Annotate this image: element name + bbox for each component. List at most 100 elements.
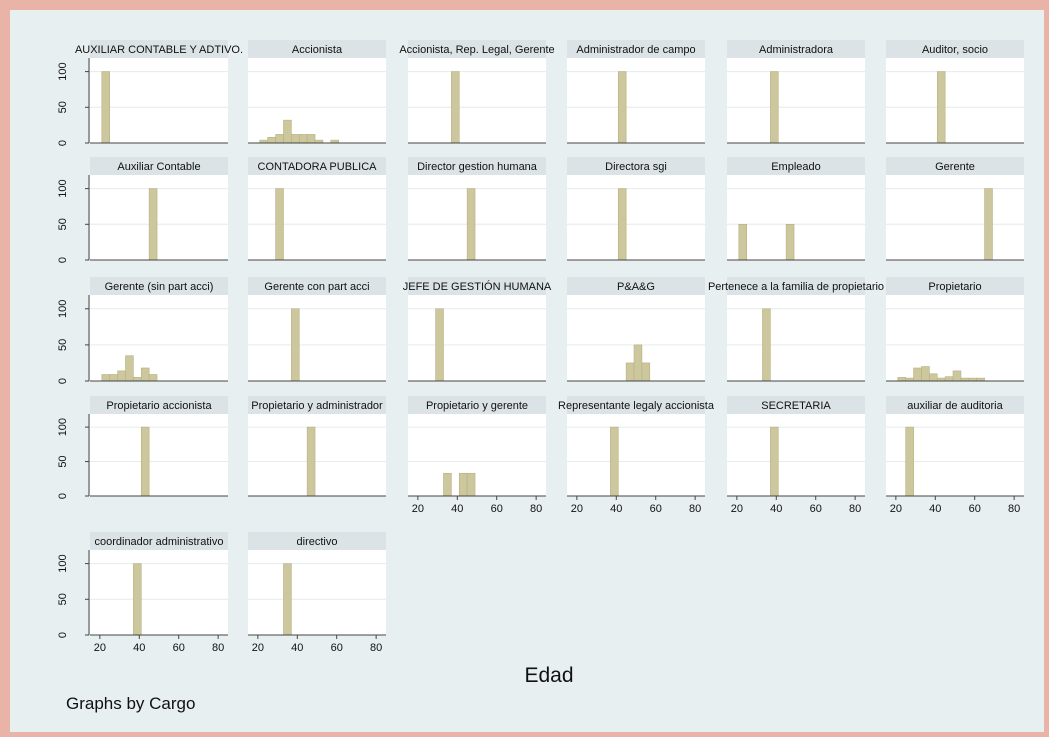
panel-11: Empleado [727,157,865,261]
panel-title: CONTADORA PUBLICA [258,161,378,173]
histogram-bar [133,377,142,382]
x-tick-label: 80 [370,642,382,654]
histogram-bar [101,374,111,382]
histogram-bar [633,344,643,382]
x-tick-label: 60 [810,503,822,515]
panel-plot-area [886,58,1024,143]
histogram-bar [738,224,748,261]
y-tick-label: 100 [57,300,69,318]
panel-title: Gerente (sin part acci) [105,281,214,293]
panel-13: Gerente (sin part acci) 0 50 100 [57,277,228,384]
histogram-bar [283,563,292,636]
panel-plot-area [408,175,546,260]
histogram-bar [148,374,158,382]
panel-title: Accionista [292,44,343,56]
panel-title: Propietario accionista [106,400,212,412]
histogram-bar [466,472,476,497]
x-tick-label: 60 [969,503,981,515]
x-tick-label: 20 [731,503,743,515]
x-tick-label: 60 [331,642,343,654]
histogram-bar [625,362,635,382]
panel-3: Accionista, Rep. Legal, Gerente [399,40,555,144]
histogram-bar [762,308,771,382]
panel-strip [408,40,546,58]
panel-strip [727,396,865,414]
panel-strip [90,157,228,175]
x-tick-label: 40 [929,503,941,515]
panel-21: Propietario y gerente 20 40 60 80 [408,396,546,515]
histogram-bar [140,426,150,497]
x-axis-title: Edad [524,664,573,687]
x-tick-label: 80 [1008,503,1020,515]
panel-plot-area [248,295,386,381]
panel-strip [90,277,228,295]
y-tick-label: 50 [57,101,69,113]
histogram-bar [897,377,907,382]
panel-26: directivo 20 40 60 80 [248,532,386,654]
histogram-bar [936,71,946,144]
panel-title: Empleado [771,161,821,173]
histogram-bar [101,71,111,144]
panel-strip [886,277,1024,295]
panel-title: Administradora [759,44,834,56]
panel-plot-area [90,414,228,496]
panel-title: Propietario y gerente [426,400,528,412]
panel-18: Propietario [886,277,1024,382]
histogram-bar [291,134,300,144]
y-tick-label: 100 [57,554,69,572]
panel-title: Propietario [928,281,981,293]
y-tick-label: 50 [57,339,69,351]
x-tick-label: 40 [610,503,622,515]
panel-15: JEFE DE GESTIÓN HUMANA [403,277,552,382]
histogram-bar [952,370,962,382]
panel-plot-area [90,550,228,635]
histogram-bar [306,134,316,144]
panel-7: Auxiliar Contable 0 50 100 [57,157,228,263]
panel-plot-area [408,58,546,143]
histogram-bar [125,355,134,382]
y-tick-label: 100 [57,62,69,80]
panel-title: Auditor, socio [922,44,988,56]
panel-plot-area [90,58,228,143]
panel-1: AUXILIAR CONTABLE Y ADTIVO. 0 50 100 [57,40,243,146]
panel-strip [567,40,705,58]
panel-title: Representante legaly accionista [558,400,715,412]
panel-strip [567,157,705,175]
histogram-bar [610,426,619,497]
histogram-bar [435,308,444,382]
panel-10: Directora sgi [567,157,705,261]
panel-strip [567,396,705,414]
y-tick-label: 100 [57,418,69,436]
panel-plot-area [248,175,386,260]
panel-22: Representante legaly accionista 20 40 60 80 [558,396,715,515]
x-tick-label: 40 [451,503,463,515]
y-tick-label: 0 [57,257,69,263]
panel-plot-area [567,58,705,143]
panel-title: JEFE DE GESTIÓN HUMANA [403,280,552,293]
y-tick-label: 0 [57,632,69,638]
panel-title: Gerente [935,161,975,173]
panel-14: Gerente con part acci [248,277,386,382]
histogram-bar [785,224,795,261]
histogram-bar [291,308,300,382]
y-tick-label: 100 [57,179,69,197]
panel-plot-area [408,295,546,381]
panel-title: Accionista, Rep. Legal, Gerente [399,44,554,56]
histogram-bar [905,426,914,497]
histogram-bar [133,563,142,636]
x-tick-label: 40 [291,642,303,654]
histogram-bar [929,373,938,382]
panel-strip [248,277,386,295]
panel-plot-area [727,58,865,143]
panel-strip [90,532,228,550]
panel-4: Administrador de campo [567,40,705,144]
x-tick-label: 60 [650,503,662,515]
x-tick-label: 80 [212,642,224,654]
panel-strip [727,277,865,295]
panel-plot-area [886,175,1024,260]
x-tick-label: 20 [890,503,902,515]
panel-title: Propietario y administrador [251,400,383,412]
histogram-bar [275,188,284,261]
histogram-bar [770,426,779,497]
panel-title: Administrador de campo [576,44,695,56]
